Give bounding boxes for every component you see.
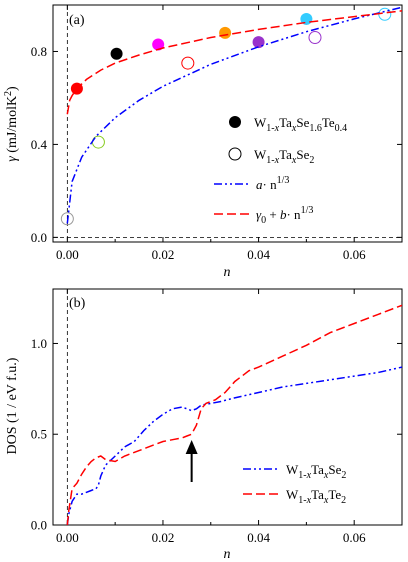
x-axis-label-a: n: [224, 265, 231, 280]
data-point-a-1-0: [60, 212, 74, 226]
x-tick-label-a: 0.02: [152, 247, 175, 262]
legend-marker-open: [228, 147, 242, 161]
plot-frame-b: [52, 288, 403, 526]
y-tick-label-a: 0.0: [31, 230, 47, 245]
x-tick-label-b: 0.06: [343, 530, 366, 545]
series-line-a-2: [66, 6, 402, 224]
arrow-annotation: [185, 440, 198, 482]
plot-frame-a: [52, 4, 403, 243]
x-tick-label-a: 0.06: [343, 247, 366, 262]
panel-label-a: (a): [69, 13, 85, 28]
x-tick-label-b: 0.04: [247, 530, 270, 545]
legend-label-te2: W1-xTaxTe2: [286, 487, 346, 506]
data-point-a-0-4: [252, 36, 265, 49]
legend-a: W1-xTaxSe1.6Te0.4 W1-xTaxSe2 a· n1/3 γ0 + b…: [214, 115, 347, 226]
legend-label-fit-a: a· n1/3: [256, 175, 289, 192]
x-tick-label-b: 0.02: [152, 530, 175, 545]
legend-label-open: W1-xTaxSe2: [254, 147, 314, 166]
y-tick-label-b: 0.5: [31, 427, 47, 442]
legend-label-filled: W1-xTaxSe1.6Te0.4: [254, 115, 347, 134]
y-axis-label-a: γ (mJ/molK2): [3, 86, 20, 162]
y-tick-label-b: 1.0: [31, 336, 47, 351]
panel-a: (a) n γ (mJ/molK2) W1-xTaxSe1.6Te0.4W1-x…: [3, 4, 403, 280]
data-point-a-1-2: [181, 56, 195, 70]
svg-text:DOS (1 / eV f.u.): DOS (1 / eV f.u.): [5, 357, 20, 454]
legend-marker-filled: [229, 116, 241, 128]
y-axis-label-b: DOS (1 / eV f.u.): [5, 357, 20, 454]
x-axis-label-b: n: [224, 547, 231, 562]
y-tick-label-a: 0.4: [31, 137, 48, 152]
y-tick-label-a: 0.8: [31, 44, 47, 59]
legend-label-se2: W1-xTaxSe2: [286, 462, 346, 481]
x-tick-label-a: 0.04: [247, 247, 270, 262]
series-line-b-0: [66, 366, 402, 525]
panel-b: (b) n DOS (1 / eV f.u.) W1-xTaxSe2W1-xTa…: [5, 288, 403, 562]
legend-b: W1-xTaxSe2 W1-xTaxTe2: [243, 462, 346, 506]
x-tick-label-a: 0.00: [56, 247, 79, 262]
series-line-b-1: [66, 304, 402, 525]
data-point-a-0-1: [110, 47, 123, 60]
svg-text:γ (mJ/molK2): γ (mJ/molK2): [3, 86, 20, 162]
series-line-a-3: [66, 10, 402, 115]
legend-label-fit-b: γ0 + b· n1/3: [256, 205, 313, 226]
svg-text:n: n: [224, 265, 231, 280]
arrow-head: [185, 440, 198, 454]
panel-label-b: (b): [69, 296, 86, 311]
y-tick-label-b: 0.0: [31, 518, 47, 533]
data-point-a-0-3: [219, 26, 232, 39]
x-tick-label-b: 0.00: [56, 530, 79, 545]
data-point-a-0-2: [152, 38, 165, 51]
data-point-a-1-3: [308, 31, 322, 45]
